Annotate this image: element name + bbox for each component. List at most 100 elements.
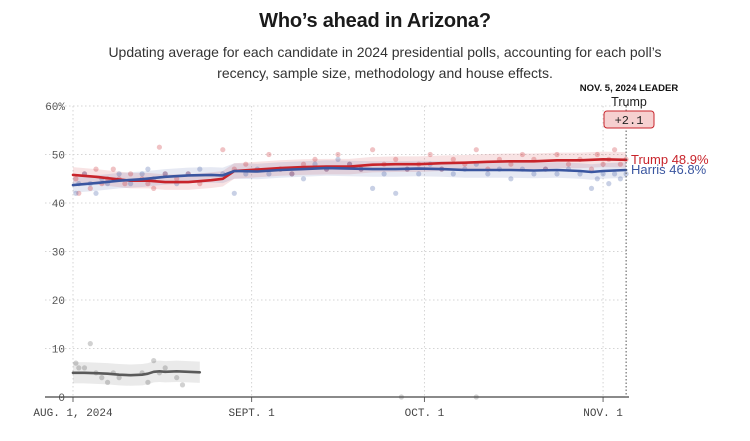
x-tick-label-0: AUG. 1, 2024 xyxy=(33,408,113,420)
poll-dot-other-10 xyxy=(145,379,151,385)
leader-margin-badge xyxy=(603,110,655,129)
poll-dot-harris-31 xyxy=(393,190,399,196)
page-title: Who’s ahead in Arizona? xyxy=(259,10,491,32)
poll-dot-harris-53 xyxy=(617,176,624,182)
poll-dot-trump-55 xyxy=(617,161,624,167)
poll-dot-trump-50 xyxy=(588,166,595,172)
poll-dot-harris-20 xyxy=(266,171,272,177)
poll-dot-harris-29 xyxy=(370,185,376,191)
y-tick-label-30: 30 xyxy=(52,248,65,260)
poll-dot-harris-26 xyxy=(335,156,341,162)
end-label-harris: Harris 46.8% xyxy=(631,162,707,177)
poll-dot-harris-24 xyxy=(312,161,318,167)
poll-dot-trump-43 xyxy=(508,161,514,167)
poll-dot-trump-47 xyxy=(554,151,560,158)
poll-dot-trump-22 xyxy=(266,151,272,158)
poll-dot-harris-33 xyxy=(416,171,422,177)
poll-dot-harris-0 xyxy=(73,190,79,196)
y-tick-label-10: 10 xyxy=(52,345,65,357)
page-subtitle: Updating average for each candidate in 2… xyxy=(108,44,662,81)
poll-dot-trump-0 xyxy=(73,176,79,182)
poll-dot-harris-36 xyxy=(450,171,456,177)
poll-dot-trump-52 xyxy=(600,161,606,167)
poll-dot-harris-7 xyxy=(116,171,122,177)
poll-dot-harris-45 xyxy=(554,171,560,177)
y-tick-label-20: 20 xyxy=(52,296,65,308)
poll-dot-other-13 xyxy=(162,365,168,371)
poll-dot-harris-49 xyxy=(594,176,600,182)
poll-dot-other-0 xyxy=(73,360,79,366)
poll-dot-trump-54 xyxy=(612,147,618,153)
poll-dot-harris-9 xyxy=(139,171,145,177)
poll-dot-trump-51 xyxy=(594,151,600,158)
poll-dot-harris-4 xyxy=(93,190,99,196)
poll-dot-trump-7 xyxy=(110,166,116,172)
poll-dot-harris-18 xyxy=(243,171,249,177)
poll-dot-trump-26 xyxy=(312,156,318,162)
poll-dot-harris-51 xyxy=(606,181,612,187)
poll-dot-harris-12 xyxy=(162,171,168,177)
label-layer: Trump 48.9%Harris 46.8% NOV. 5, 2024 LEAD… xyxy=(580,83,709,177)
trend-lines-layer xyxy=(71,158,628,377)
y-tick-label-40: 40 xyxy=(52,199,65,211)
leader-date-caption: NOV. 5, 2024 LEADER xyxy=(580,83,679,94)
leader-margin-value: +2.1 xyxy=(615,114,644,128)
y-tick-label-60: 60% xyxy=(45,102,65,114)
poll-dot-harris-39 xyxy=(485,171,491,177)
poll-dot-harris-23 xyxy=(300,176,307,182)
x-tick-label-1: SEPT. 1 xyxy=(229,408,276,420)
trend-line-other xyxy=(71,370,202,377)
poll-dot-trump-9 xyxy=(122,181,128,187)
poll-dot-other-5 xyxy=(99,375,105,381)
poll-dot-trump-40 xyxy=(473,147,479,153)
poll-dot-harris-10 xyxy=(145,166,151,172)
poll-dot-harris-48 xyxy=(588,185,595,191)
axis-layer: 0 10 20 30 40 50 60% AUG. 1, 2024 SEPT. 1 OCT. 1 N… xyxy=(33,102,629,420)
poll-dot-trump-44 xyxy=(519,151,526,158)
poll-dot-trump-28 xyxy=(335,151,341,158)
poll-dot-other-8 xyxy=(116,375,122,381)
band-harris xyxy=(73,160,627,193)
band-other xyxy=(73,360,200,386)
leader-name: Trump xyxy=(611,95,647,109)
poll-dot-trump-19 xyxy=(220,147,226,153)
poll-dot-trump-1 xyxy=(76,190,82,196)
poll-dot-other-3 xyxy=(87,341,93,347)
poll-dot-harris-8 xyxy=(128,181,134,187)
grid-layer xyxy=(45,105,629,397)
poll-dot-harris-50 xyxy=(600,171,606,177)
poll-dot-harris-22 xyxy=(289,171,295,177)
poll-dot-trump-36 xyxy=(427,151,433,158)
poll-dot-trump-25 xyxy=(300,161,307,167)
poll-dot-trump-48 xyxy=(565,161,572,167)
poll-dot-harris-43 xyxy=(531,171,537,177)
poll-dot-harris-52 xyxy=(612,171,618,177)
y-tick-label-50: 50 xyxy=(52,151,65,163)
poll-dot-harris-17 xyxy=(231,190,237,196)
poll-dot-trump-3 xyxy=(87,185,93,191)
band-layer xyxy=(73,151,627,386)
poll-dot-trump-38 xyxy=(450,156,456,162)
poll-dot-trump-16 xyxy=(174,176,180,182)
poll-dot-other-2 xyxy=(81,365,88,371)
poll-dot-trump-13 xyxy=(151,185,157,191)
y-tick-label-0: 0 xyxy=(58,393,65,405)
poll-dot-trump-4 xyxy=(93,166,99,172)
poll-dot-trump-33 xyxy=(393,156,399,162)
poll-dot-trump-15 xyxy=(162,171,168,177)
x-tick-label-2: OCT. 1 xyxy=(405,408,445,420)
poll-dot-other-6 xyxy=(105,379,111,385)
poll-dot-trump-12 xyxy=(145,181,151,187)
end-label-trump: Trump 48.9% xyxy=(631,152,709,167)
x-tick-label-3: NOV. 1 xyxy=(583,408,623,420)
poll-dot-harris-41 xyxy=(508,176,514,182)
poll-dot-other-14 xyxy=(174,375,180,381)
poll-dot-harris-30 xyxy=(381,171,387,177)
poll-dot-trump-14 xyxy=(156,144,162,150)
poll-dot-other-15 xyxy=(179,382,186,388)
poll-dot-trump-24 xyxy=(289,171,295,177)
poll-dot-harris-15 xyxy=(197,166,203,172)
poll-dot-harris-47 xyxy=(577,171,583,177)
trend-line-harris xyxy=(71,166,628,187)
